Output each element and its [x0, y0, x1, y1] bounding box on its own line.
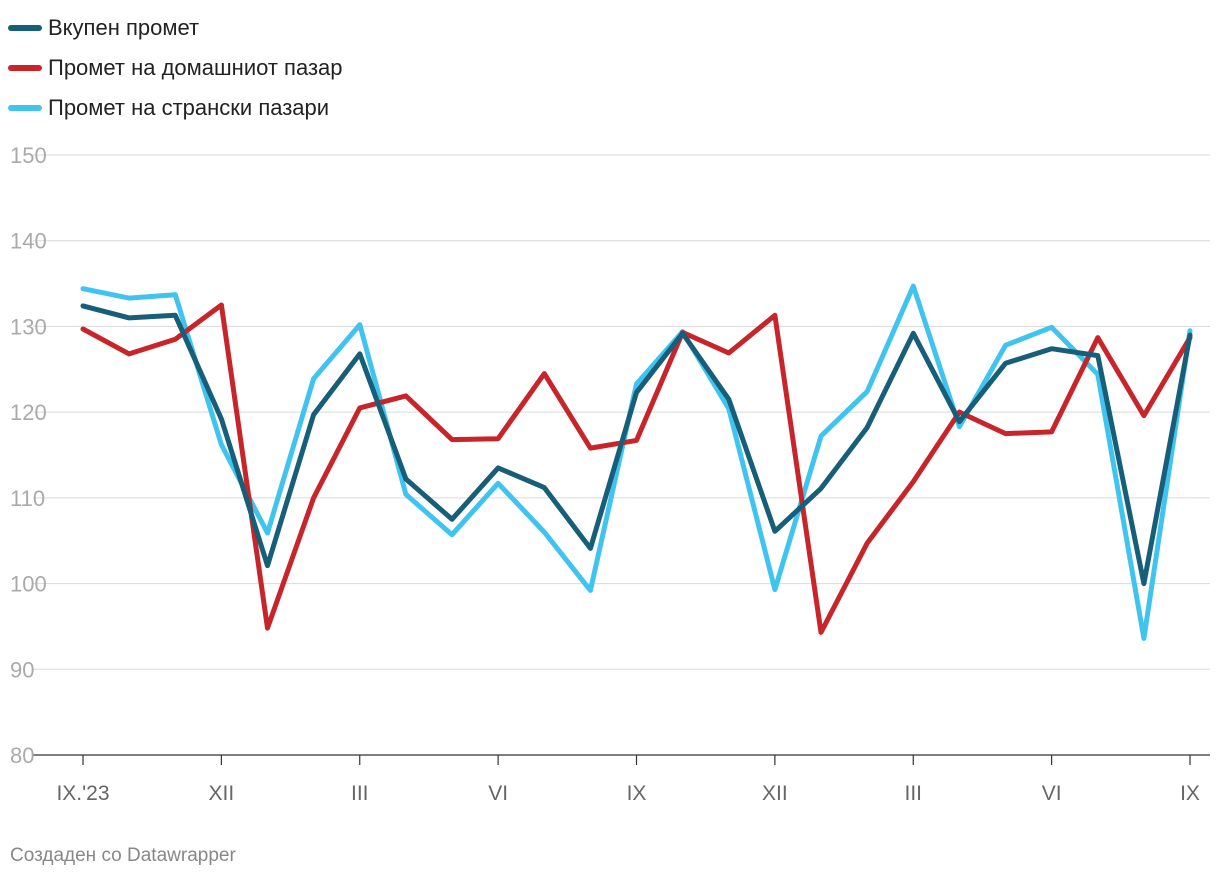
legend-swatch-foreign [8, 105, 42, 111]
x-tick-label: IX.'23 [56, 782, 109, 805]
x-tick-label: IX [627, 782, 647, 805]
x-tick-label: VI [488, 782, 508, 805]
series-line-domestic [80, 302, 1193, 635]
legend-label-foreign: Промет на странски пазари [48, 95, 330, 120]
y-tick-label: 100 [10, 572, 47, 597]
x-tick-label: VI [1042, 782, 1062, 805]
y-tick-label: 130 [10, 314, 47, 339]
y-tick-label: 80 [10, 743, 34, 768]
x-tick-label: XII [762, 782, 788, 805]
datawrapper-credit: Создаден со Datawrapper [10, 845, 236, 866]
legend-item-total: Вкупен промет [8, 8, 343, 48]
y-tick-label: 140 [10, 229, 47, 254]
x-tick-label: XII [209, 782, 235, 805]
legend-label-domestic: Промет на домашниот пазар [48, 55, 343, 80]
y-tick-label: 120 [10, 400, 47, 425]
x-tick-label: III [904, 782, 922, 805]
x-tick-label: III [351, 782, 369, 805]
legend-label-total: Вкупен промет [48, 15, 200, 40]
legend: Вкупен промет Промет на домашниот пазар … [8, 8, 343, 128]
y-tick-label: 150 [10, 143, 47, 168]
series-line-foreign [80, 283, 1193, 641]
legend-item-foreign: Промет на странски пазари [8, 88, 343, 128]
legend-item-domestic: Промет на домашниот пазар [8, 48, 343, 88]
series-line-total [80, 303, 1193, 587]
legend-swatch-domestic [8, 65, 42, 71]
legend-swatch-total [8, 25, 42, 31]
x-tick-label: IX [1180, 782, 1200, 805]
y-tick-label: 90 [10, 657, 34, 682]
y-tick-label: 110 [10, 486, 45, 511]
